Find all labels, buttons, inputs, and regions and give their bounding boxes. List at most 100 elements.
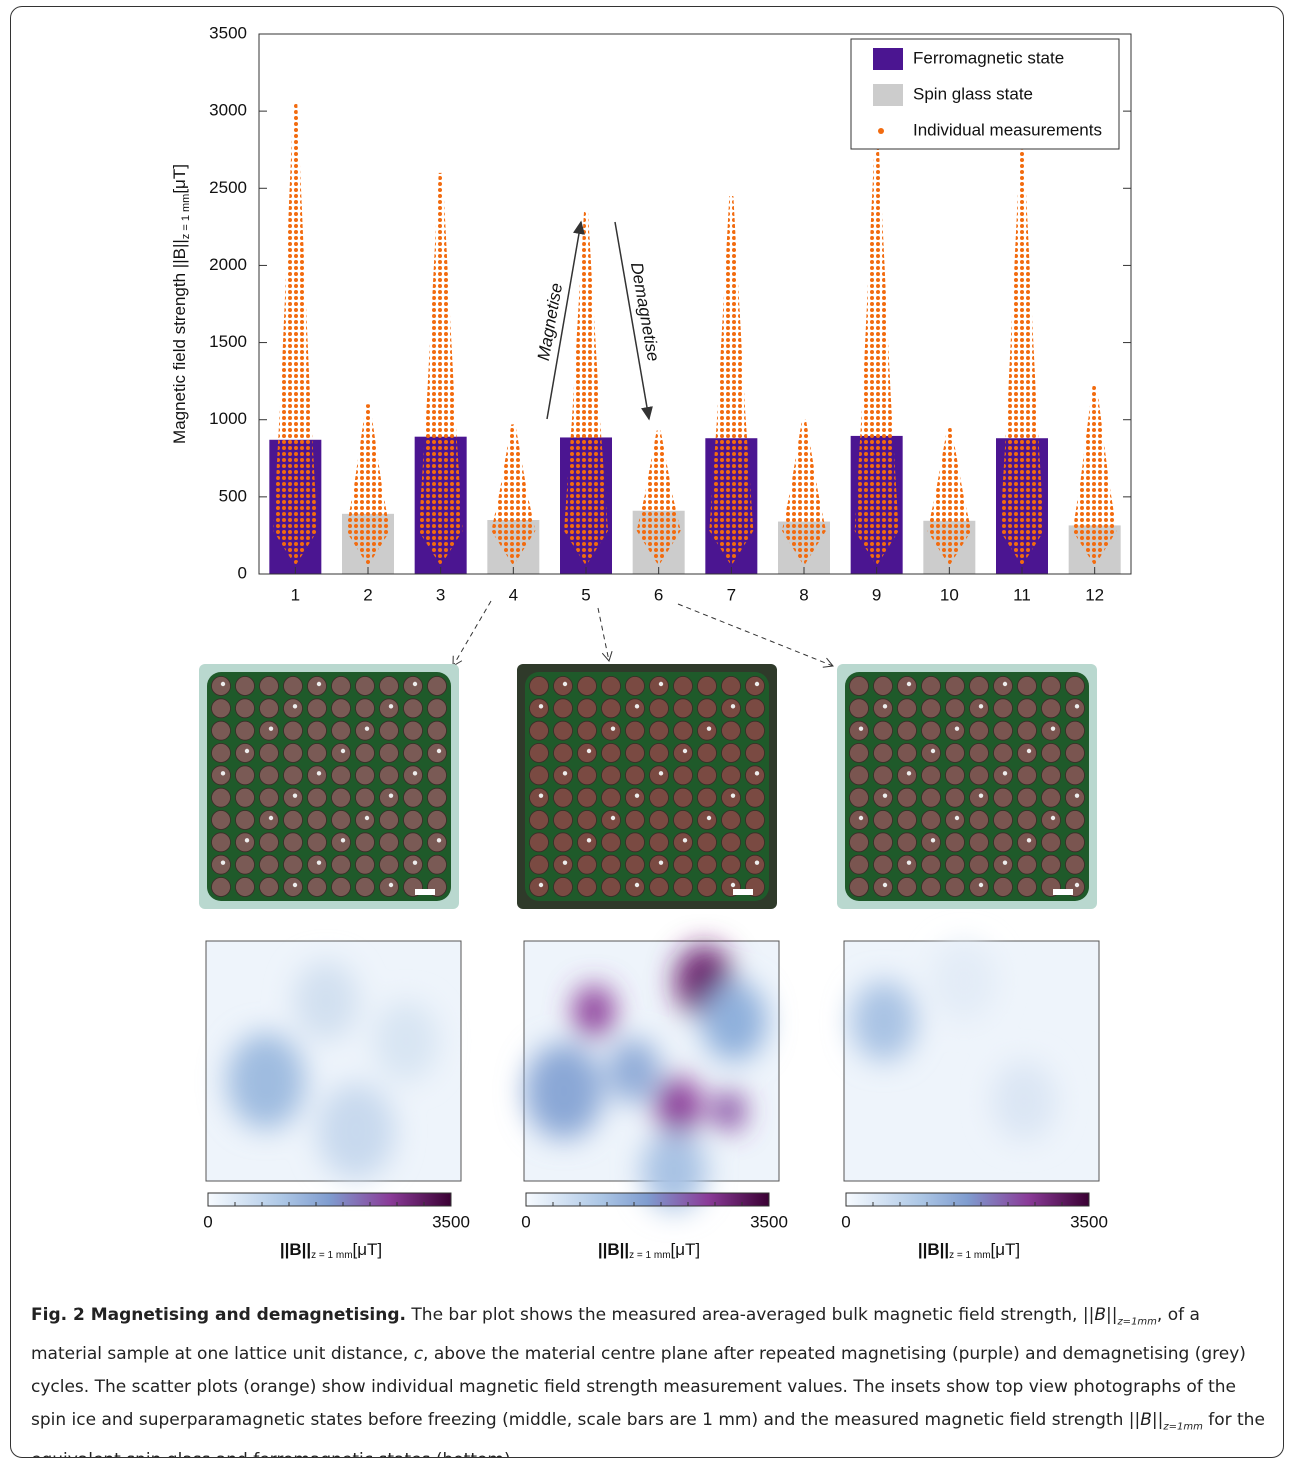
heatmap-blob bbox=[573, 985, 615, 1037]
photo-magnet bbox=[235, 810, 255, 830]
photo-glint bbox=[586, 748, 592, 754]
legend-swatch bbox=[873, 84, 903, 106]
x-tick-label: 9 bbox=[872, 585, 881, 604]
photo-magnet bbox=[673, 698, 693, 719]
photo-glint bbox=[340, 748, 346, 754]
photo-magnet bbox=[601, 698, 621, 719]
y-tick-label: 1000 bbox=[209, 409, 247, 428]
photo-magnet bbox=[577, 810, 597, 830]
photo-magnet bbox=[625, 787, 645, 808]
colorbar bbox=[525, 1192, 770, 1207]
photo-glint bbox=[562, 771, 568, 776]
photo-magnet bbox=[529, 676, 549, 696]
photo-magnet bbox=[849, 720, 869, 741]
photo-magnet bbox=[553, 877, 573, 897]
heatmap-blob bbox=[608, 1039, 660, 1103]
photo-glint bbox=[954, 815, 960, 821]
photo-magnet bbox=[1065, 854, 1085, 875]
photo-magnet bbox=[1065, 743, 1085, 763]
photo-magnet bbox=[379, 832, 399, 853]
photo-magnet bbox=[259, 877, 279, 897]
photo-magnet bbox=[403, 854, 423, 875]
photo-magnet bbox=[259, 743, 279, 763]
caption-math: ||B|| bbox=[1128, 1410, 1164, 1431]
photo-magnet bbox=[577, 676, 597, 696]
photo-magnet bbox=[259, 765, 279, 786]
photo-magnet bbox=[427, 765, 447, 786]
photo-glint bbox=[858, 726, 864, 731]
colorbar-tick-label: 0 bbox=[521, 1212, 530, 1231]
heatmap-blob bbox=[317, 1083, 395, 1179]
photo-magnet bbox=[993, 832, 1013, 853]
photo-magnet bbox=[403, 787, 423, 808]
photo-glint bbox=[882, 882, 888, 888]
x-tick-label: 2 bbox=[363, 585, 372, 604]
photo-magnet bbox=[697, 854, 717, 875]
photo-magnet bbox=[649, 743, 669, 763]
photo-magnet bbox=[921, 765, 941, 786]
photo-magnet bbox=[355, 877, 375, 897]
photo-magnet bbox=[307, 810, 327, 830]
photo-magnet bbox=[307, 877, 327, 897]
photo-magnet bbox=[673, 676, 693, 696]
photo-magnet bbox=[625, 877, 645, 897]
photo-magnet bbox=[745, 787, 765, 808]
photo-magnet bbox=[849, 854, 869, 875]
photo-magnet bbox=[553, 854, 573, 875]
photo-magnet bbox=[1041, 698, 1061, 719]
photo-glint bbox=[1002, 681, 1008, 687]
photo-magnet bbox=[379, 720, 399, 741]
photo-magnet bbox=[553, 720, 573, 741]
photo-magnet bbox=[945, 676, 965, 696]
photo-magnet bbox=[307, 743, 327, 763]
photo-magnet bbox=[355, 854, 375, 875]
photo-magnet bbox=[1017, 810, 1037, 830]
colorbar-label-main: ||B|| bbox=[918, 1240, 949, 1259]
photo-magnet bbox=[211, 765, 231, 786]
photo-glint bbox=[906, 771, 912, 776]
photo-magnet bbox=[355, 810, 375, 830]
photo-magnet bbox=[601, 787, 621, 808]
caption-text: , above the material centre plane after … bbox=[31, 1344, 1246, 1431]
photo-glint bbox=[930, 838, 936, 843]
photo-glint bbox=[220, 771, 226, 776]
measurement-cloud bbox=[1072, 384, 1117, 566]
photo-glint bbox=[562, 860, 568, 865]
colorbar-label-unit: [μT] bbox=[353, 1240, 383, 1259]
photo-magnet bbox=[355, 676, 375, 696]
photo-magnet bbox=[529, 810, 549, 830]
photo-magnet bbox=[945, 810, 965, 830]
y-axis-label-unit: [μT] bbox=[170, 164, 189, 194]
photo-magnet bbox=[969, 787, 989, 808]
photo-magnet bbox=[283, 765, 303, 786]
photo-magnet bbox=[993, 787, 1013, 808]
photo-glint bbox=[730, 793, 736, 798]
photo-magnet bbox=[529, 854, 549, 875]
photo-magnet bbox=[745, 698, 765, 719]
photo-magnet bbox=[969, 698, 989, 719]
photo-magnet bbox=[355, 698, 375, 719]
photo-magnet bbox=[403, 720, 423, 741]
photo-glint bbox=[634, 793, 640, 798]
photo-magnet bbox=[993, 877, 1013, 897]
photo-magnet bbox=[897, 787, 917, 808]
photo-magnet bbox=[307, 720, 327, 741]
photo-glint bbox=[658, 681, 664, 687]
heatmap-blobs bbox=[851, 941, 1057, 1141]
photo-glint bbox=[1050, 815, 1056, 821]
photo-magnet bbox=[897, 877, 917, 897]
photo-magnet bbox=[403, 698, 423, 719]
photo-magnet bbox=[649, 698, 669, 719]
photo-magnet bbox=[1017, 698, 1037, 719]
photo-magnet bbox=[649, 676, 669, 696]
pointer-arrow bbox=[677, 603, 834, 668]
photo-magnet bbox=[897, 765, 917, 786]
plot-frame bbox=[258, 33, 1132, 575]
photo-magnet bbox=[745, 743, 765, 763]
caption-math-sub: z=1mm bbox=[1117, 1316, 1157, 1328]
photo-glint bbox=[412, 860, 418, 865]
photo-magnet bbox=[235, 854, 255, 875]
photo-magnet bbox=[529, 720, 549, 741]
photo-magnet bbox=[1041, 743, 1061, 763]
photo-magnet bbox=[873, 698, 893, 719]
